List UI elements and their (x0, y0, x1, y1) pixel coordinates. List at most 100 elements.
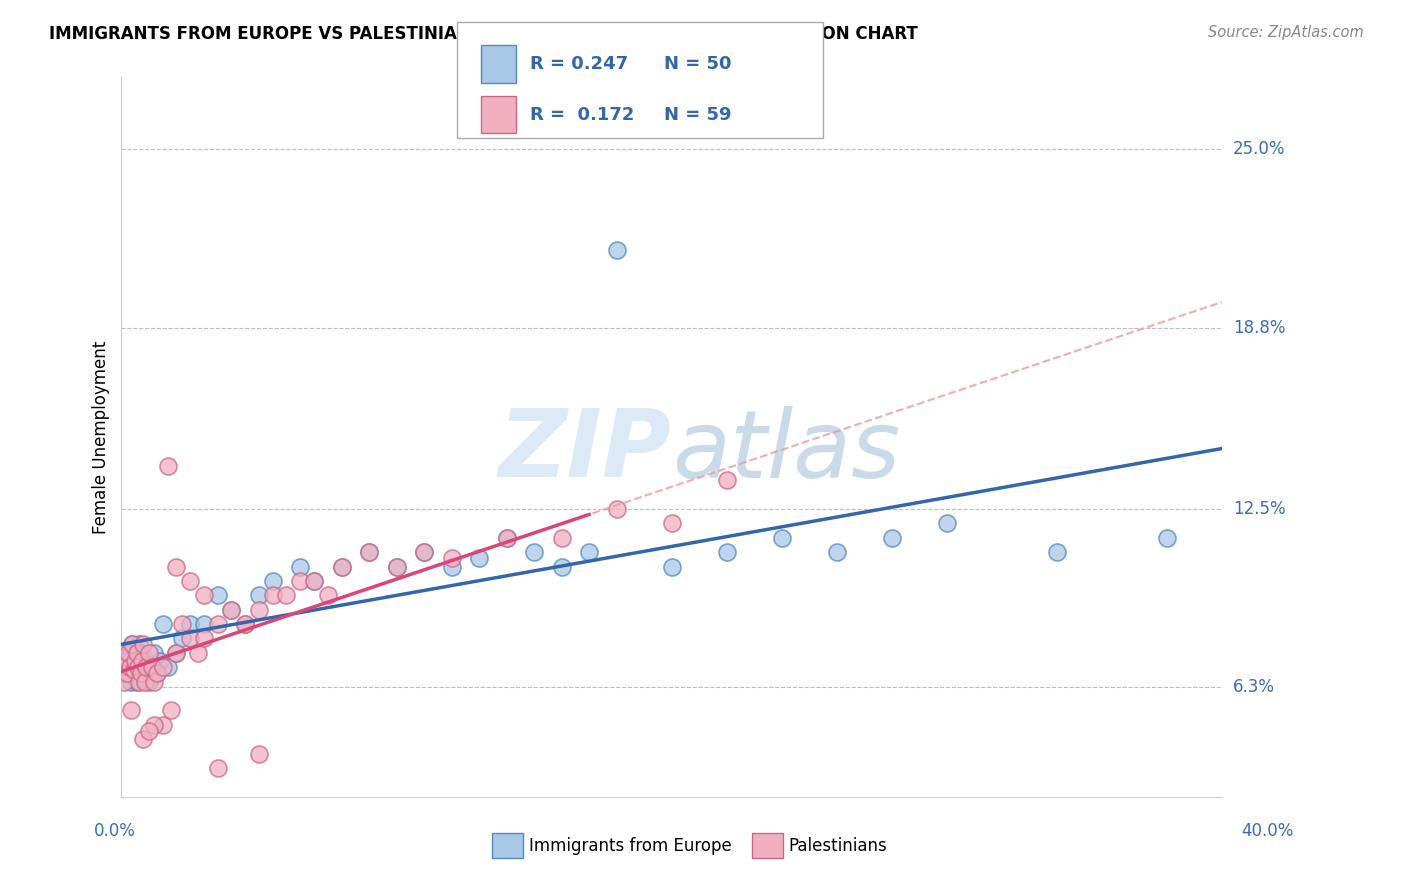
Point (247, 588, 270, 602)
Point (523, 545, 546, 559)
Point (132, 637, 155, 651)
Point (495, 531, 517, 545)
Point (302, 574, 325, 588)
Point (120, 674, 142, 689)
Point (166, 559, 188, 574)
Point (262, 588, 284, 602)
Point (120, 703, 142, 717)
Point (132, 665, 155, 680)
Point (578, 545, 600, 559)
Point (125, 674, 148, 689)
Point (146, 665, 169, 680)
Point (115, 665, 138, 680)
Point (157, 660, 180, 674)
Point (825, 545, 848, 559)
Point (661, 516, 683, 531)
Point (152, 660, 174, 674)
Text: R =  0.172: R = 0.172 (530, 105, 634, 123)
Text: Source: ZipAtlas.com: Source: ZipAtlas.com (1208, 25, 1364, 40)
Point (606, 502, 628, 516)
Point (233, 617, 256, 632)
Point (138, 674, 160, 689)
Point (385, 559, 408, 574)
Point (290, 574, 312, 588)
Text: ZIP: ZIP (499, 406, 672, 498)
Point (413, 545, 436, 559)
Point (112, 646, 135, 660)
Point (152, 617, 174, 632)
Point (122, 663, 145, 677)
Point (661, 559, 683, 574)
Point (179, 574, 201, 588)
Point (138, 723, 160, 738)
Point (302, 574, 325, 588)
Point (146, 665, 169, 680)
Point (357, 545, 380, 559)
Point (170, 617, 193, 632)
Point (131, 655, 153, 669)
Point (143, 646, 166, 660)
Point (114, 655, 136, 669)
Point (247, 747, 270, 761)
Point (207, 617, 229, 632)
Text: N = 59: N = 59 (664, 105, 731, 123)
Point (221, 603, 243, 617)
Y-axis label: Female Unemployment: Female Unemployment (93, 341, 110, 533)
Point (316, 588, 339, 602)
Point (716, 545, 738, 559)
Point (127, 655, 149, 669)
Point (193, 588, 215, 602)
Point (550, 531, 572, 545)
Point (187, 646, 209, 660)
Point (166, 646, 188, 660)
Point (193, 632, 215, 646)
Text: atlas: atlas (672, 406, 900, 497)
Point (114, 660, 136, 674)
Point (170, 632, 193, 646)
Point (716, 473, 738, 487)
Point (262, 574, 284, 588)
Point (152, 718, 174, 732)
Point (606, 243, 628, 257)
Text: 12.5%: 12.5% (1233, 500, 1285, 518)
Point (157, 458, 180, 473)
Point (143, 674, 166, 689)
Point (112, 674, 135, 689)
Text: N = 50: N = 50 (664, 55, 731, 73)
Point (495, 531, 517, 545)
Text: R = 0.247: R = 0.247 (530, 55, 628, 73)
Point (179, 632, 201, 646)
Point (468, 550, 491, 565)
Point (127, 660, 149, 674)
Point (125, 646, 148, 660)
Point (330, 559, 353, 574)
Point (1156, 531, 1178, 545)
Point (935, 516, 957, 531)
Point (440, 550, 463, 565)
Point (143, 718, 166, 732)
Point (141, 660, 163, 674)
Point (385, 559, 408, 574)
Point (440, 559, 463, 574)
Point (233, 617, 256, 632)
Text: Palestinians: Palestinians (789, 837, 887, 855)
Point (880, 531, 903, 545)
Point (129, 646, 152, 660)
Point (138, 646, 160, 660)
Point (1046, 545, 1069, 559)
Point (117, 655, 139, 669)
Point (121, 637, 143, 651)
Point (207, 761, 229, 775)
Point (550, 559, 572, 574)
Text: IMMIGRANTS FROM EUROPE VS PALESTINIAN FEMALE UNEMPLOYMENT CORRELATION CHART: IMMIGRANTS FROM EUROPE VS PALESTINIAN FE… (49, 25, 918, 43)
Point (117, 646, 139, 660)
Point (770, 531, 793, 545)
Point (124, 655, 146, 669)
Text: 40.0%: 40.0% (1241, 822, 1294, 840)
Point (118, 646, 141, 660)
Point (135, 660, 157, 674)
Point (276, 588, 298, 602)
Point (357, 545, 380, 559)
Text: 25.0%: 25.0% (1233, 140, 1285, 159)
Point (115, 665, 138, 680)
